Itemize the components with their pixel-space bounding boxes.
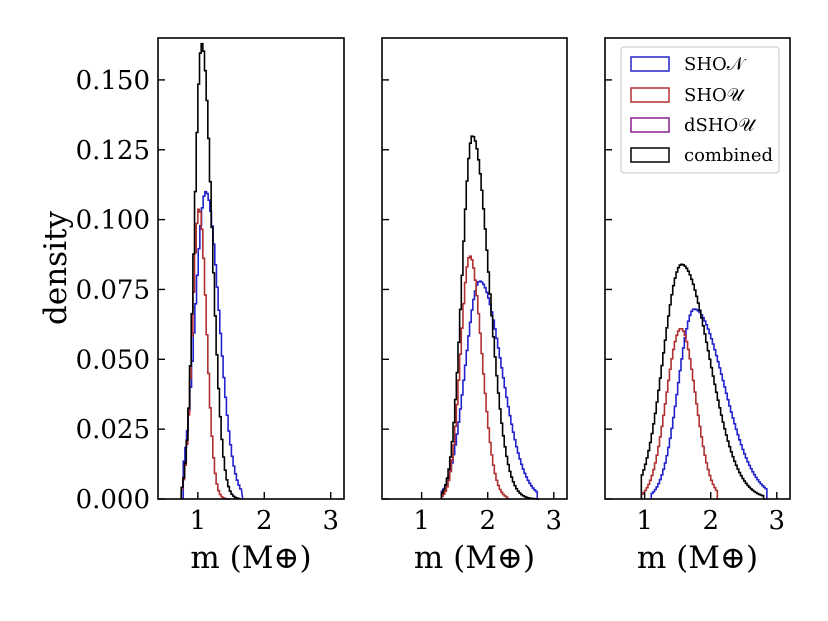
panel-2-xtick-label-2: 2 (479, 506, 496, 536)
panel-3: 1 2 3 m (M⊕) (604, 37, 791, 576)
panel-1-xtick-label-1: 1 (190, 506, 207, 536)
panel-2-series-combined (440, 135, 539, 500)
ytick-label-2: 0.050 (76, 345, 150, 375)
ytick-label-6: 0.150 (76, 66, 150, 96)
panel-1-xtick-label-3: 3 (322, 506, 339, 536)
legend-swatch-combined (630, 147, 670, 163)
legend-entry-combined: combined (630, 145, 773, 166)
legend-swatch-dsho-u (630, 117, 670, 133)
y-axis-label: density (38, 211, 74, 325)
panel-1: 1 2 3 0.000 0.025 0.050 0.075 0.100 0.125 0.150 m … (76, 37, 345, 576)
panel-2-x-axis-label: m (M⊕) (414, 540, 535, 576)
panel-1-series-sho (182, 190, 244, 500)
panel-3-xtick-label-2: 2 (702, 506, 719, 536)
panel-1-xtick-label-2: 2 (256, 506, 273, 536)
panel-3-xtick-label-1: 1 (636, 506, 653, 536)
panel-2-series-sho (440, 280, 539, 500)
legend-swatch-sho-n (630, 56, 670, 72)
ytick-label-4: 0.100 (76, 206, 150, 236)
panel-1-frame (157, 37, 345, 500)
ytick-label-1: 0.025 (76, 415, 150, 445)
panel-3-x-axis-label: m (M⊕) (637, 540, 758, 576)
legend-label-combined: combined (684, 145, 773, 166)
panel-1-x-axis-label: m (M⊕) (190, 540, 311, 576)
legend-label-sho-n: SHO𝒩 (684, 54, 747, 75)
panel-2-frame (381, 37, 568, 500)
panel-3-series-sho (650, 308, 769, 500)
panel-2-series-sho (440, 255, 510, 500)
legend-entry-sho-u: SHO𝒰 (630, 85, 746, 106)
panel-2-xtick-label-3: 3 (546, 506, 563, 536)
legend-label-dsho-u: dSHO𝒰 (684, 115, 757, 136)
panel-3-frame (604, 37, 791, 500)
panel-2-xtick-label-1: 1 (413, 506, 430, 536)
legend-entry-sho-n: SHO𝒩 (630, 54, 747, 75)
panel-3-xtick-label-3: 3 (769, 506, 786, 536)
legend-label-sho-u: SHO𝒰 (684, 85, 746, 106)
panel-2: 1 2 3 m (M⊕) (381, 37, 568, 576)
ytick-label-3: 0.075 (76, 275, 150, 305)
ytick-label-5: 0.125 (76, 136, 150, 166)
ytick-label-0: 0.000 (76, 485, 150, 515)
panel-1-series-combined (180, 42, 241, 500)
panels: 1 2 3 0.000 0.025 0.050 0.075 0.100 0.125 0.150 m … (76, 37, 791, 576)
panel-3-series-sho (640, 328, 719, 500)
legend-frame (620, 46, 780, 174)
panel-3-series-combined (640, 263, 766, 500)
legend: SHO𝒩 SHO𝒰 dSHO𝒰 combined (620, 46, 780, 174)
legend-entry-dsho-u: dSHO𝒰 (630, 115, 757, 136)
legend-swatch-sho-u (630, 87, 670, 103)
panel-1-series-sho (180, 208, 230, 500)
